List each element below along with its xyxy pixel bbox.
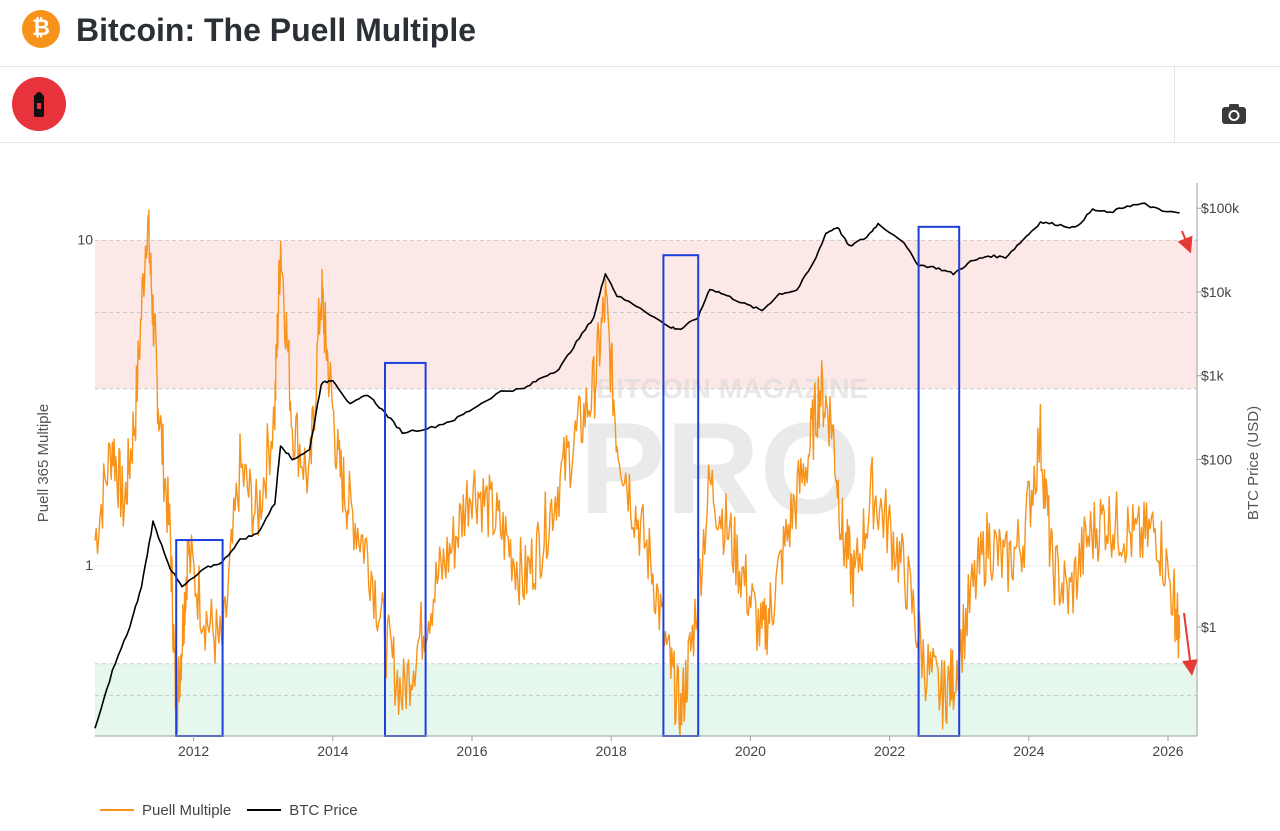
legend-item-btc[interactable]: BTC Price bbox=[247, 801, 358, 819]
watermark: BITCOIN MAGAZINE PRO bbox=[579, 373, 868, 541]
x-tick-label: 2014 bbox=[317, 743, 348, 759]
band-overvalued bbox=[95, 240, 1197, 389]
price-down-arrow bbox=[1177, 230, 1193, 254]
x-tick-label: 2018 bbox=[596, 743, 627, 759]
y-right-tick-label: $1k bbox=[1201, 368, 1225, 384]
y-right-tick-label: $100k bbox=[1201, 200, 1240, 216]
page-header: ₿ Bitcoin: The Puell Multiple bbox=[0, 0, 1280, 67]
x-tick-label: 2016 bbox=[456, 743, 487, 759]
x-tick-label: 2022 bbox=[874, 743, 905, 759]
x-tick-label: 2026 bbox=[1152, 743, 1183, 759]
x-tick-label: 2020 bbox=[735, 743, 766, 759]
chart-toolbar bbox=[0, 67, 1280, 143]
y-left-tick-label: 10 bbox=[77, 231, 93, 247]
toolbar-divider bbox=[1174, 67, 1175, 142]
y-right-tick-label: $10k bbox=[1201, 284, 1232, 300]
y-right-tick-label: $100 bbox=[1201, 452, 1232, 468]
y-axis-left-label: Puell 365 Multiple bbox=[35, 404, 52, 522]
chart-canvas: BITCOIN MAGAZINE PRO 2012 2014 2016 2018 202… bbox=[35, 183, 1262, 759]
bitcoin-magazine-pro-logo-icon bbox=[12, 77, 66, 131]
y-right-tick-label: $1 bbox=[1201, 619, 1217, 635]
legend-label-puell: Puell Multiple bbox=[142, 801, 232, 819]
camera-icon[interactable] bbox=[1219, 101, 1249, 127]
legend-swatch-btc bbox=[247, 809, 282, 811]
band-undervalued bbox=[95, 663, 1197, 736]
page-title: Bitcoin: The Puell Multiple bbox=[76, 12, 476, 48]
puell-multiple-chart: BITCOIN MAGAZINE PRO 2012 2014 2016 2018 202… bbox=[0, 143, 1280, 826]
series-btc-price bbox=[94, 202, 1180, 729]
legend-swatch-puell bbox=[100, 809, 134, 811]
chart-legend: Puell Multiple BTC Price bbox=[100, 800, 374, 820]
x-tick-label: 2024 bbox=[1013, 743, 1044, 759]
series-puell-multiple bbox=[94, 209, 1181, 737]
legend-item-puell[interactable]: Puell Multiple bbox=[100, 802, 231, 819]
x-tick-label: 2012 bbox=[178, 743, 209, 759]
y-axis-right-label: BTC Price (USD) bbox=[1245, 406, 1262, 520]
puell-down-arrow bbox=[1182, 612, 1198, 676]
legend-label-btc: BTC Price bbox=[289, 801, 358, 819]
bitcoin-logo-icon: ₿ bbox=[22, 10, 60, 48]
y-left-tick-label: 1 bbox=[85, 557, 93, 573]
